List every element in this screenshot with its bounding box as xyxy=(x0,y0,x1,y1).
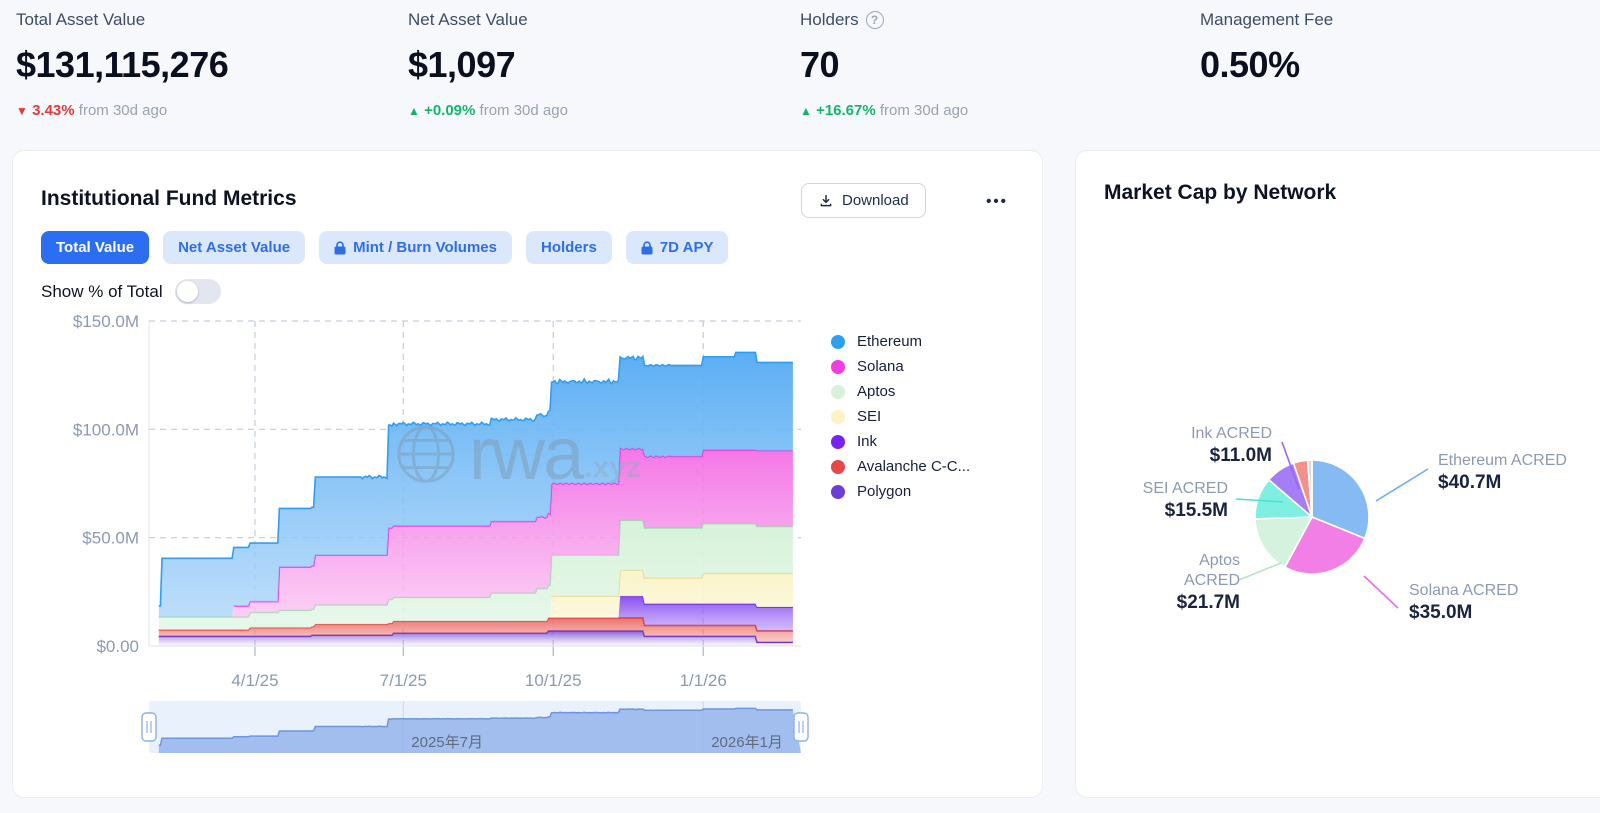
legend-item-ink[interactable]: Ink xyxy=(831,429,970,454)
market-card-title: Market Cap by Network xyxy=(1104,181,1337,204)
stat-label: Net Asset Value xyxy=(408,10,528,29)
tab-mint-burn-volumes[interactable]: Mint / Burn Volumes xyxy=(319,231,512,264)
pie-label-sei: SEI ACRED $15.5M xyxy=(1142,480,1228,521)
tab-7d-apy[interactable]: 7D APY xyxy=(625,231,729,264)
download-icon xyxy=(820,194,832,206)
legend-item-ethereum[interactable]: Ethereum xyxy=(831,329,970,354)
legend-dot xyxy=(831,359,845,374)
toggle-label: Show % of Total xyxy=(41,281,163,301)
svg-text:$100.0M: $100.0M xyxy=(73,420,139,439)
more-menu-button[interactable]: ••• xyxy=(975,187,1019,215)
stat-label: Holders xyxy=(800,10,859,29)
legend-dot xyxy=(831,384,845,399)
stat-label: Total Asset Value xyxy=(16,10,146,29)
svg-text:$50.0M: $50.0M xyxy=(82,529,139,548)
legend-dot xyxy=(831,334,845,349)
legend-item-avalanche[interactable]: Avalanche C-C... xyxy=(831,454,970,479)
metric-tabs: Total Value Net Asset Value Mint / Burn … xyxy=(41,231,729,264)
svg-text:7/1/25: 7/1/25 xyxy=(380,671,427,690)
pie-label-ethereum: Ethereum ACRED $40.7M xyxy=(1438,452,1567,493)
stat-value: $1,097 xyxy=(408,44,516,85)
toggle-knob xyxy=(176,281,198,302)
help-icon[interactable]: ? xyxy=(865,11,884,29)
fund-metrics-chart: $150.0M $100.0M $50.0M $0.00 4/1/25 7/1/25 10/… xyxy=(73,312,809,753)
tab-net-asset-value[interactable]: Net Asset Value xyxy=(163,231,306,264)
svg-text:4/1/25: 4/1/25 xyxy=(231,671,278,690)
stat-management-fee: Management Fee 0.50% xyxy=(1200,10,1333,86)
pie-leader-line xyxy=(1235,498,1284,503)
pie-slice-aptos-acred[interactable] xyxy=(1254,516,1314,569)
legend-item-polygon[interactable]: Polygon xyxy=(831,479,970,504)
lock-icon xyxy=(334,240,346,254)
market-cap-pie-chart[interactable] xyxy=(1076,151,1600,799)
svg-text:1/1/26: 1/1/26 xyxy=(680,671,727,690)
ellipsis-icon: ••• xyxy=(986,192,1008,210)
pie-label-aptos: Aptos ACRED $21.7M xyxy=(1176,552,1240,613)
legend-dot xyxy=(831,409,845,424)
pie-slice-ethereum-acred[interactable] xyxy=(1311,459,1370,540)
download-button[interactable]: Download xyxy=(801,183,926,218)
top-stats-bar: Total Asset Value $131,115,276 ▼ 3.43% f… xyxy=(0,0,1600,140)
stat-value: $131,115,276 xyxy=(16,44,229,85)
legend-dot xyxy=(831,484,845,499)
brush-handle-right[interactable] xyxy=(793,712,809,742)
up-arrow-icon: ▲ xyxy=(800,104,812,118)
pie-leader-line xyxy=(1375,468,1429,502)
down-arrow-icon: ▼ xyxy=(16,104,28,118)
svg-text:$0.00: $0.00 xyxy=(96,637,139,656)
stat-value: 0.50% xyxy=(1200,44,1300,85)
lock-icon xyxy=(641,240,653,254)
svg-text:2026年1月: 2026年1月 xyxy=(711,734,783,751)
pie-label-solana: Solana ACRED $35.0M xyxy=(1409,582,1519,623)
pie-leader-line xyxy=(1281,441,1300,490)
tab-holders[interactable]: Holders xyxy=(525,231,612,264)
up-arrow-icon: ▲ xyxy=(408,104,420,118)
show-percent-toggle[interactable] xyxy=(174,279,221,304)
pie-leader-line xyxy=(1238,562,1282,581)
pie-label-ink: Ink ACRED $11.0M xyxy=(1191,425,1272,466)
stat-change: ▼ 3.43% from 30d ago xyxy=(16,102,168,119)
stat-net-asset-value: Net Asset Value $1,097 ▲ +0.09% from 30d… xyxy=(408,10,568,119)
svg-text:2025年7月: 2025年7月 xyxy=(411,734,483,751)
legend-item-solana[interactable]: Solana xyxy=(831,354,970,379)
stat-value: 70 xyxy=(800,44,840,85)
stat-holders: Holders ? 70 ▲ +16.67% from 30d ago xyxy=(800,10,968,119)
svg-text:10/1/25: 10/1/25 xyxy=(525,671,582,690)
stat-total-asset-value: Total Asset Value $131,115,276 ▼ 3.43% f… xyxy=(16,10,229,119)
legend-dot xyxy=(831,459,845,474)
legend-item-aptos[interactable]: Aptos xyxy=(831,379,970,404)
brush-handle-left[interactable] xyxy=(141,712,157,742)
pie-leader-line xyxy=(1363,575,1399,609)
show-percent-row: Show % of Total xyxy=(41,279,221,304)
tab-total-value[interactable]: Total Value xyxy=(41,231,150,264)
fund-card-title: Institutional Fund Metrics xyxy=(41,187,297,210)
svg-text:$150.0M: $150.0M xyxy=(73,312,139,331)
stat-change: ▲ +0.09% from 30d ago xyxy=(408,102,568,119)
fund-metrics-card: Institutional Fund Metrics Download ••• … xyxy=(12,150,1043,798)
stat-change: ▲ +16.67% from 30d ago xyxy=(800,102,969,119)
chart-legend: Ethereum Solana Aptos SEI Ink Avalanche … xyxy=(831,329,970,504)
download-label: Download xyxy=(842,192,909,209)
legend-item-sei[interactable]: SEI xyxy=(831,404,970,429)
stat-label: Management Fee xyxy=(1200,10,1334,29)
pie-slice-other[interactable] xyxy=(1306,459,1313,518)
market-cap-card: Market Cap by Network Ink ACRED $11.0M S… xyxy=(1075,150,1600,798)
legend-dot xyxy=(831,434,845,449)
